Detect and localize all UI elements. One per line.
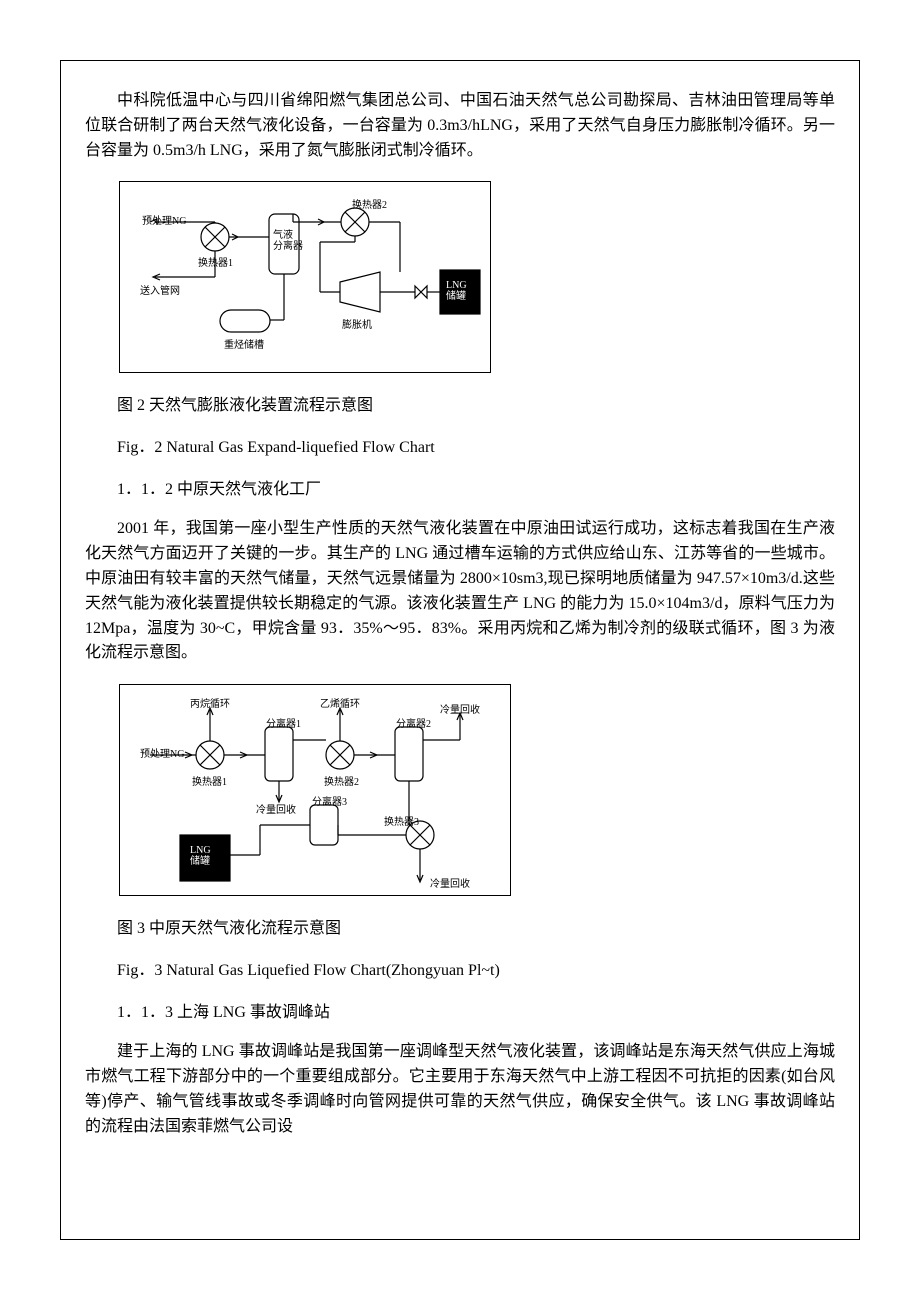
page-frame: 中科院低温中心与四川省绵阳燃气集团总公司、中国石油天然气总公司勘探局、吉林油田管… — [60, 60, 860, 1240]
fig3-lbl-hx1: 换热器1 — [192, 773, 227, 788]
fig2-lbl-hx1: 换热器1 — [198, 254, 233, 269]
fig2-lbl-heavy: 重烃储槽 — [224, 336, 264, 351]
fig3-lbl-cold1: 冷量回收 — [440, 701, 480, 716]
fig2-lbl-hx2: 换热器2 — [352, 196, 387, 211]
fig3-lbl-cold3: 冷量回收 — [430, 875, 470, 890]
figure-3-svg — [120, 685, 510, 895]
section-1-1-3-title: 1．1．3 上海 LNG 事故调峰站 — [85, 998, 835, 1022]
fig3-lbl-cold2: 冷量回收 — [256, 801, 296, 816]
paragraph-3: 建于上海的 LNG 事故调峰站是我国第一座调峰型天然气液化装置，该调峰站是东海天… — [85, 1040, 835, 1139]
fig3-lbl-lng: LNG 储罐 — [190, 845, 211, 867]
fig3-lbl-hx2: 换热器2 — [324, 773, 359, 788]
fig2-lbl-exp: 膨胀机 — [342, 316, 372, 331]
figure-2-diagram: 预处理NG 换热器1 送入管网 气液 分离器 换热器2 膨胀机 重烃储槽 LNG… — [119, 181, 491, 373]
fig2-lbl-lng: LNG 储罐 — [446, 280, 467, 302]
fig2-lbl-toNet: 送入管网 — [140, 282, 180, 297]
figure-3-caption-en: Fig．3 Natural Gas Liquefied Flow Chart(Z… — [85, 956, 835, 980]
fig3-lbl-preNG: 预处理NG — [140, 745, 184, 760]
fig3-lbl-propane: 丙烷循环 — [190, 695, 230, 710]
fig3-lbl-ethylene: 乙烯循环 — [320, 695, 360, 710]
figure-3-diagram: 丙烷循环 乙烯循环 冷量回收 预处理NG 换热器1 分离器1 换热器2 分离器2… — [119, 684, 511, 896]
fig3-lbl-sep1: 分离器1 — [266, 715, 301, 730]
fig3-lbl-sep3: 分离器3 — [312, 793, 347, 808]
figure-2-svg — [120, 182, 490, 372]
figure-2-caption-en: Fig．2 Natural Gas Expand-liquefied Flow … — [85, 433, 835, 457]
fig2-lbl-sep: 气液 分离器 — [273, 230, 303, 252]
figure-2-caption-cn: 图 2 天然气膨胀液化装置流程示意图 — [85, 391, 835, 415]
fig2-lbl-preNG: 预处理NG — [142, 212, 186, 227]
figure-3-caption-cn: 图 3 中原天然气液化流程示意图 — [85, 914, 835, 938]
paragraph-2: 2001 年，我国第一座小型生产性质的天然气液化装置在中原油田试运行成功，这标志… — [85, 517, 835, 666]
paragraph-1: 中科院低温中心与四川省绵阳燃气集团总公司、中国石油天然气总公司勘探局、吉林油田管… — [85, 89, 835, 163]
section-1-1-2-title: 1．1．2 中原天然气液化工厂 — [85, 475, 835, 499]
fig3-lbl-hx3: 换热器3 — [384, 813, 419, 828]
fig3-lbl-sep2: 分离器2 — [396, 715, 431, 730]
